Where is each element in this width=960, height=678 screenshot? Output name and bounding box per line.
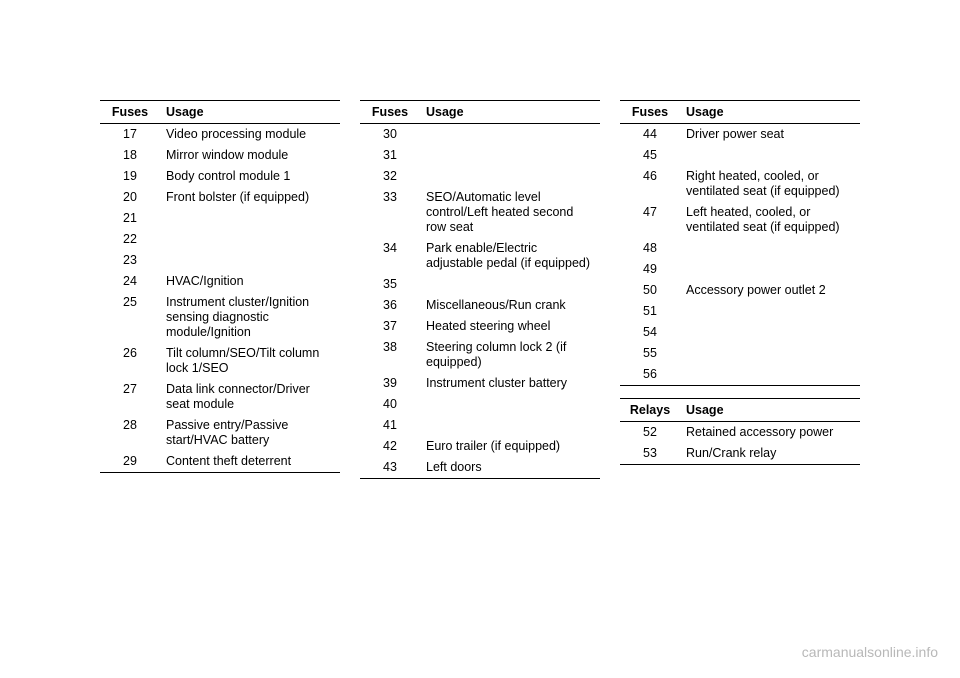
col3-header-relays: Relays <box>620 399 680 422</box>
table-row: 35 <box>360 274 600 295</box>
col1-body: 17Video processing module 18Mirror windo… <box>100 124 340 473</box>
table-row: 42Euro trailer (if equipped) <box>360 436 600 457</box>
col2-body: 30 31 32 33SEO/Automatic level control/L… <box>360 124 600 479</box>
col2-header-usage: Usage <box>420 101 600 124</box>
column-1: Fuses Usage 17Video processing module 18… <box>100 100 340 479</box>
table-row: 46Right heated, cooled, or ventilated se… <box>620 166 860 202</box>
watermark-text: carmanualsonline.info <box>802 644 938 660</box>
table-row: 43Left doors <box>360 457 600 479</box>
table-row: 17Video processing module <box>100 124 340 146</box>
col1-header-usage: Usage <box>160 101 340 124</box>
table-row: 51 <box>620 301 860 322</box>
relays-table: Relays Usage 52Retained accessory power … <box>620 398 860 465</box>
table-row: 25Instrument cluster/Ignition sensing di… <box>100 292 340 343</box>
table-row: 38Steering column lock 2 (if equipped) <box>360 337 600 373</box>
table-row: 56 <box>620 364 860 386</box>
table-row: 47Left heated, cooled, or ventilated sea… <box>620 202 860 238</box>
table-row: 20Front bolster (if equipped) <box>100 187 340 208</box>
table-row: 39Instrument cluster battery <box>360 373 600 394</box>
table-row: 37Heated steering wheel <box>360 316 600 337</box>
table-row: 26Tilt column/SEO/Tilt column lock 1/SEO <box>100 343 340 379</box>
fuses-table-1: Fuses Usage 17Video processing module 18… <box>100 100 340 473</box>
table-row: 45 <box>620 145 860 166</box>
fuses-table-2: Fuses Usage 30 31 32 33SEO/Automatic lev… <box>360 100 600 479</box>
table-row: 28Passive entry/Passive start/HVAC batte… <box>100 415 340 451</box>
table-row: 22 <box>100 229 340 250</box>
col3-header-usage: Usage <box>680 101 860 124</box>
table-row: 49 <box>620 259 860 280</box>
table-row: 27Data link connector/Driver seat module <box>100 379 340 415</box>
table-row: 52Retained accessory power <box>620 422 860 444</box>
table-row: 23 <box>100 250 340 271</box>
col3-header-relays-usage: Usage <box>680 399 860 422</box>
table-row: 44Driver power seat <box>620 124 860 146</box>
table-row: 40 <box>360 394 600 415</box>
table-row: 31 <box>360 145 600 166</box>
col3-header-fuses: Fuses <box>620 101 680 124</box>
table-row: 50Accessory power outlet 2 <box>620 280 860 301</box>
col1-header-fuses: Fuses <box>100 101 160 124</box>
table-row: 54 <box>620 322 860 343</box>
col3-relays-body: 52Retained accessory power 53Run/Crank r… <box>620 422 860 465</box>
table-row: 18Mirror window module <box>100 145 340 166</box>
table-row: 21 <box>100 208 340 229</box>
table-row: 32 <box>360 166 600 187</box>
table-row: 24HVAC/Ignition <box>100 271 340 292</box>
table-row: 55 <box>620 343 860 364</box>
table-row: 53Run/Crank relay <box>620 443 860 465</box>
table-row: 36Miscellaneous/Run crank <box>360 295 600 316</box>
table-row: 34Park enable/Electric adjustable pedal … <box>360 238 600 274</box>
table-row: 33SEO/Automatic level control/Left heate… <box>360 187 600 238</box>
table-row: 19Body control module 1 <box>100 166 340 187</box>
page-content: Fuses Usage 17Video processing module 18… <box>0 0 960 479</box>
col3-fuses-body: 44Driver power seat 45 46Right heated, c… <box>620 124 860 386</box>
table-row: 29Content theft deterrent <box>100 451 340 473</box>
column-3: Fuses Usage 44Driver power seat 45 46Rig… <box>620 100 860 479</box>
table-row: 41 <box>360 415 600 436</box>
column-2: Fuses Usage 30 31 32 33SEO/Automatic lev… <box>360 100 600 479</box>
col2-header-fuses: Fuses <box>360 101 420 124</box>
table-row: 30 <box>360 124 600 146</box>
fuses-table-3: Fuses Usage 44Driver power seat 45 46Rig… <box>620 100 860 386</box>
table-row: 48 <box>620 238 860 259</box>
